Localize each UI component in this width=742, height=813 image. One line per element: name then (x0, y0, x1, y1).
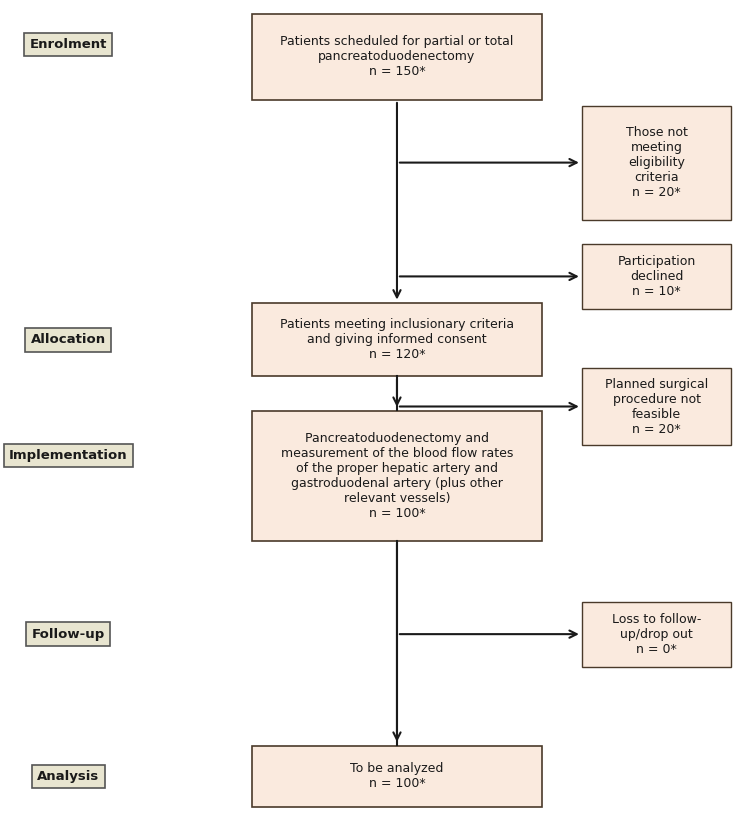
Text: Pancreatoduodenectomy and
measurement of the blood flow rates
of the proper hepa: Pancreatoduodenectomy and measurement of… (280, 432, 513, 520)
FancyBboxPatch shape (582, 367, 731, 446)
Text: Follow-up: Follow-up (32, 628, 105, 641)
Text: Implementation: Implementation (9, 449, 128, 462)
FancyBboxPatch shape (252, 303, 542, 376)
FancyBboxPatch shape (252, 14, 542, 99)
Text: Participation
declined
n = 10*: Participation declined n = 10* (617, 255, 696, 298)
Text: Loss to follow-
up/drop out
n = 0*: Loss to follow- up/drop out n = 0* (612, 613, 701, 655)
FancyBboxPatch shape (252, 411, 542, 541)
FancyBboxPatch shape (252, 746, 542, 806)
Text: Patients meeting inclusionary criteria
and giving informed consent
n = 120*: Patients meeting inclusionary criteria a… (280, 319, 514, 361)
Text: Enrolment: Enrolment (30, 38, 107, 51)
FancyBboxPatch shape (582, 602, 731, 667)
Text: Planned surgical
procedure not
feasible
n = 20*: Planned surgical procedure not feasible … (605, 377, 709, 436)
FancyBboxPatch shape (582, 244, 731, 309)
Text: Patients scheduled for partial or total
pancreatoduodenectomy
n = 150*: Patients scheduled for partial or total … (280, 36, 513, 78)
Text: Allocation: Allocation (30, 333, 106, 346)
Text: Those not
meeting
eligibility
criteria
n = 20*: Those not meeting eligibility criteria n… (626, 126, 688, 199)
Text: To be analyzed
n = 100*: To be analyzed n = 100* (350, 763, 444, 790)
FancyBboxPatch shape (582, 106, 731, 220)
Text: Analysis: Analysis (37, 770, 99, 783)
